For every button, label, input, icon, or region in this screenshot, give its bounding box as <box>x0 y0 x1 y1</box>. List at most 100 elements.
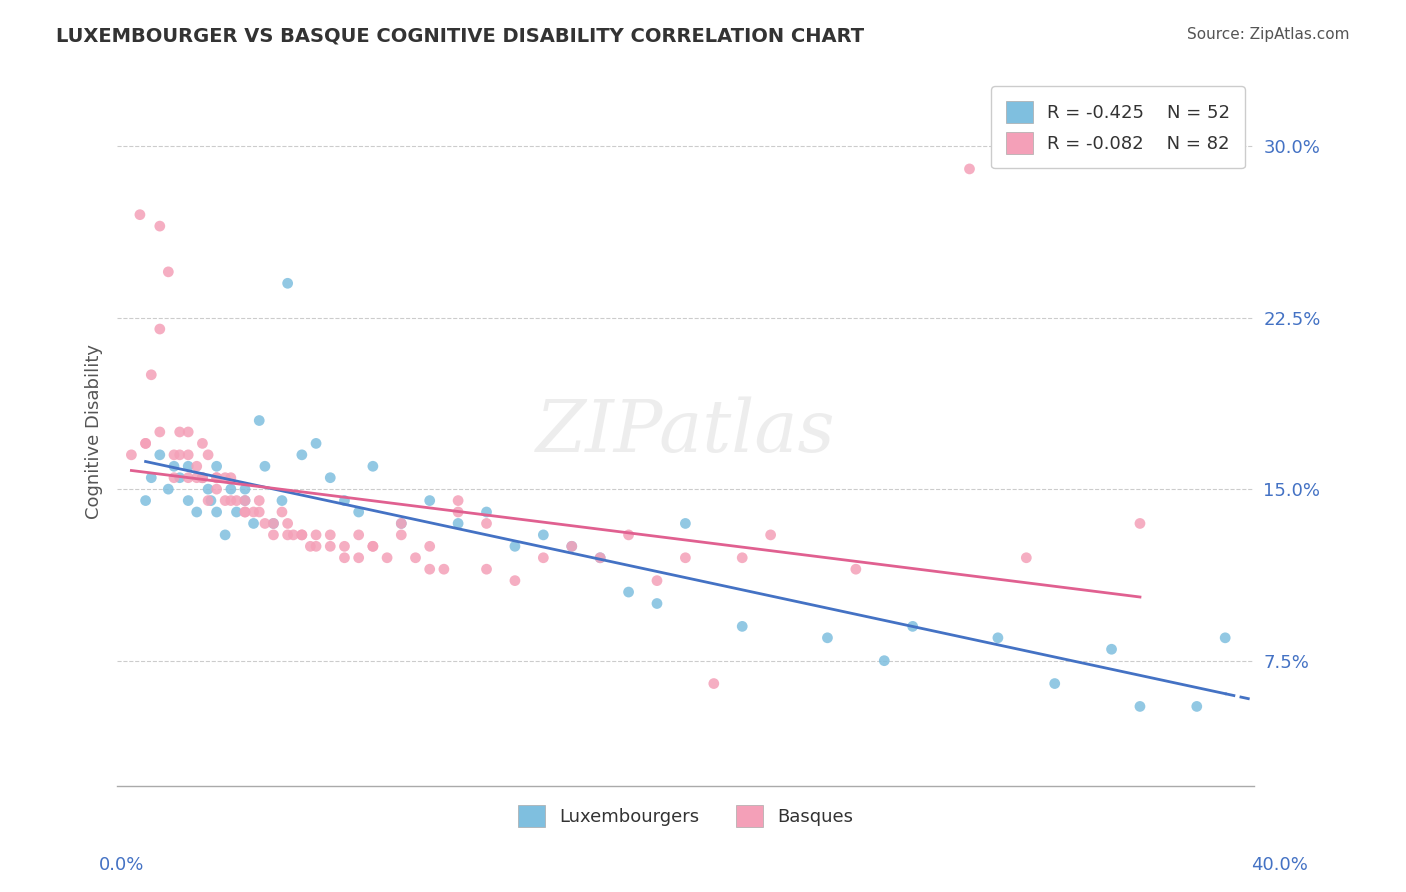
Point <box>291 448 314 462</box>
Point <box>673 550 696 565</box>
Point <box>163 459 186 474</box>
Point <box>1015 550 1038 565</box>
Point <box>673 516 696 531</box>
Point <box>361 539 384 553</box>
Point <box>503 539 526 553</box>
Point <box>589 550 612 565</box>
Point <box>433 562 456 576</box>
Point <box>233 482 256 496</box>
Point <box>475 516 498 531</box>
Point <box>731 619 754 633</box>
Point <box>191 471 214 485</box>
Point <box>419 493 441 508</box>
Point <box>219 471 242 485</box>
Point <box>405 550 427 565</box>
Point <box>197 448 219 462</box>
Point <box>177 471 200 485</box>
Point <box>169 448 191 462</box>
Point <box>214 471 236 485</box>
Point <box>305 436 328 450</box>
Text: LUXEMBOURGER VS BASQUE COGNITIVE DISABILITY CORRELATION CHART: LUXEMBOURGER VS BASQUE COGNITIVE DISABIL… <box>56 27 865 45</box>
Point <box>347 528 370 542</box>
Point <box>186 505 208 519</box>
Point <box>205 505 228 519</box>
Point <box>291 528 314 542</box>
Point <box>157 265 180 279</box>
Point <box>177 448 200 462</box>
Text: Source: ZipAtlas.com: Source: ZipAtlas.com <box>1187 27 1350 42</box>
Point <box>305 539 328 553</box>
Point <box>299 539 322 553</box>
Point <box>177 493 200 508</box>
Point <box>233 493 256 508</box>
Point <box>262 516 284 531</box>
Point <box>901 619 924 633</box>
Point <box>191 471 214 485</box>
Point <box>531 550 554 565</box>
Point <box>645 574 668 588</box>
Point <box>149 448 172 462</box>
Point <box>291 528 314 542</box>
Point <box>589 550 612 565</box>
Point <box>361 539 384 553</box>
Point <box>219 493 242 508</box>
Point <box>305 528 328 542</box>
Point <box>347 550 370 565</box>
Legend: Luxembourgers, Basques: Luxembourgers, Basques <box>510 797 860 834</box>
Point <box>135 436 157 450</box>
Point <box>253 516 276 531</box>
Point <box>242 516 264 531</box>
Point <box>845 562 868 576</box>
Point <box>186 459 208 474</box>
Point <box>135 436 157 450</box>
Point <box>389 516 412 531</box>
Point <box>1185 699 1208 714</box>
Point <box>247 413 270 427</box>
Text: ZIPatlas: ZIPatlas <box>536 397 835 467</box>
Point <box>205 471 228 485</box>
Point <box>205 471 228 485</box>
Point <box>817 631 839 645</box>
Point <box>419 562 441 576</box>
Point <box>233 505 256 519</box>
Point <box>242 505 264 519</box>
Point <box>262 528 284 542</box>
Point <box>375 550 398 565</box>
Point <box>247 493 270 508</box>
Y-axis label: Cognitive Disability: Cognitive Disability <box>86 344 103 519</box>
Point <box>531 528 554 542</box>
Point <box>1129 699 1152 714</box>
Point <box>141 368 163 382</box>
Point <box>503 574 526 588</box>
Point <box>233 505 256 519</box>
Point <box>191 471 214 485</box>
Point <box>233 493 256 508</box>
Point <box>277 528 299 542</box>
Point <box>247 505 270 519</box>
Point <box>253 459 276 474</box>
Point <box>277 516 299 531</box>
Point <box>617 585 640 599</box>
Point <box>157 482 180 496</box>
Point <box>475 505 498 519</box>
Point <box>475 562 498 576</box>
Point <box>319 528 342 542</box>
Point <box>197 482 219 496</box>
Point <box>447 505 470 519</box>
Point <box>959 161 981 176</box>
Point <box>561 539 583 553</box>
Point <box>319 471 342 485</box>
Point <box>333 550 356 565</box>
Point <box>389 516 412 531</box>
Point <box>225 493 247 508</box>
Point <box>149 219 172 233</box>
Point <box>177 425 200 439</box>
Point <box>361 459 384 474</box>
Text: 0.0%: 0.0% <box>98 856 143 874</box>
Point <box>561 539 583 553</box>
Point <box>703 676 725 690</box>
Point <box>447 516 470 531</box>
Point <box>191 436 214 450</box>
Point <box>149 425 172 439</box>
Point <box>225 505 247 519</box>
